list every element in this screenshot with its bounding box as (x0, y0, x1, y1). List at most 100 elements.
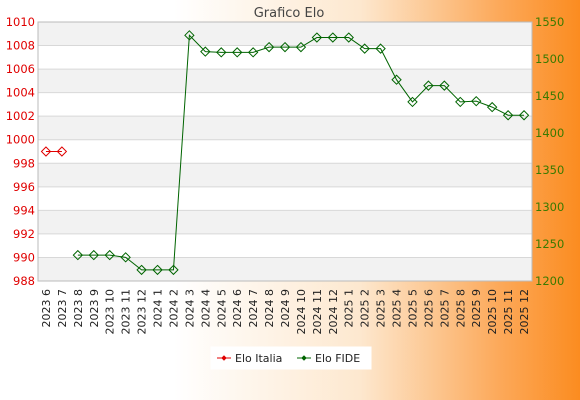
data-point-elo-fide (120, 252, 131, 263)
x-axis-tick-label: 2024 7 (247, 289, 260, 328)
data-point-elo-fide (216, 47, 227, 58)
left-axis-tick-label: 998 (13, 156, 35, 170)
x-axis-tick-label: 2025 7 (438, 289, 451, 328)
x-axis-tick-label: 2024 10 (295, 289, 308, 335)
grid-band (38, 163, 532, 187)
data-point-elo-fide (279, 41, 291, 53)
data-point-elo-fide (439, 80, 450, 91)
right-axis-tick-label: 1350 (535, 163, 564, 177)
data-point-elo-italia (40, 146, 52, 157)
data-point-elo-fide (471, 95, 482, 107)
data-point-elo-fide (88, 249, 99, 261)
data-point-elo-fide (423, 80, 434, 91)
x-axis-tick-label: 2023 11 (120, 289, 133, 335)
x-axis-tick-label: 2023 7 (56, 289, 69, 328)
data-point-elo-fide (168, 264, 179, 276)
x-axis-tick-label: 2025 10 (486, 289, 499, 335)
left-axis-tick-label: 988 (13, 274, 35, 288)
legend: Elo Italia Elo FIDE (210, 346, 372, 370)
x-axis-tick-label: 2024 4 (199, 289, 212, 328)
data-point-elo-fide (391, 74, 402, 85)
data-point-elo-fide (311, 32, 323, 43)
left-axis-tick-label: 1004 (6, 86, 35, 100)
data-point-elo-fide (343, 32, 354, 43)
x-axis-tick-label: 2024 11 (311, 289, 324, 335)
right-axis-tick-label: 1450 (535, 89, 564, 103)
legend-marker (301, 355, 307, 361)
data-point-elo-fide (407, 96, 418, 108)
x-axis-tick-label: 2025 2 (359, 289, 372, 328)
x-axis-tick-label: 2024 3 (183, 289, 196, 328)
legend-label: Elo FIDE (315, 352, 360, 365)
x-axis-tick-label: 2023 8 (72, 289, 85, 328)
x-axis-tick-label: 2025 5 (406, 289, 419, 328)
x-axis-tick-label: 2024 5 (215, 289, 228, 328)
data-point-elo-fide (455, 96, 466, 108)
x-axis-tick-label: 2024 1 (152, 289, 165, 328)
data-point-elo-italia (56, 146, 68, 157)
data-point-elo-fide (152, 264, 163, 276)
data-point-elo-fide (359, 43, 370, 54)
x-axis-tick-label: 2024 12 (327, 289, 340, 335)
plot-area: 988 990 992 994 996 998 1000 1002 1004 1006 1008 10… (6, 15, 565, 335)
x-axis-tick-label: 2024 6 (231, 289, 244, 328)
grid-band (38, 257, 532, 281)
series-line-elo-fide (77, 34, 525, 271)
x-axis-tick-label: 2023 6 (40, 289, 53, 328)
data-point-elo-fide (104, 249, 115, 261)
data-point-elo-fide (375, 43, 386, 54)
left-axis-tick-label: 1010 (6, 15, 35, 29)
data-point-elo-fide (247, 47, 259, 58)
plot-background (38, 22, 532, 281)
data-point-elo-fide (231, 47, 243, 58)
x-axis-tick-label: 2025 11 (502, 289, 515, 335)
legend-marker (221, 355, 227, 361)
grid-band (38, 22, 532, 46)
data-point-elo-fide (136, 264, 147, 276)
right-axis-tick-label: 1300 (535, 200, 564, 214)
left-axis-tick-label: 1006 (6, 62, 35, 76)
data-point-elo-fide (295, 41, 307, 53)
x-axis-tick-label: 2025 4 (391, 289, 404, 328)
legend-label: Elo Italia (235, 352, 282, 365)
grid-band (38, 69, 532, 93)
data-point-elo-fide (200, 46, 211, 57)
left-axis-tick-label: 1008 (6, 39, 35, 53)
right-axis-tick-label: 1500 (535, 52, 564, 66)
grid-band (38, 116, 532, 140)
data-point-elo-fide (184, 30, 195, 41)
x-axis-tick-label: 2023 9 (88, 289, 101, 328)
left-axis-tick-label: 1002 (6, 109, 35, 123)
right-axis-tick-label: 1200 (535, 274, 564, 288)
plot-border (37, 21, 533, 282)
left-axis-tick-label: 996 (13, 180, 35, 194)
legend-box (210, 346, 372, 370)
x-axis-tick-label: 2025 6 (422, 289, 435, 328)
right-axis-tick-label: 1550 (535, 15, 564, 29)
right-axis-tick-label: 1400 (535, 126, 564, 140)
x-axis-tick-label: 2024 2 (167, 289, 180, 328)
x-axis-tick-label: 2024 8 (263, 289, 276, 328)
data-point-elo-fide (72, 249, 84, 261)
left-axis-tick-label: 1000 (6, 133, 35, 147)
data-point-elo-fide (263, 41, 275, 53)
left-axis-tick-label: 990 (13, 250, 35, 264)
left-axis-tick-label: 992 (13, 227, 35, 241)
data-point-elo-fide (327, 32, 339, 43)
x-axis-tick-label: 2023 12 (136, 289, 149, 335)
x-axis-tick-label: 2023 10 (104, 289, 117, 335)
x-axis-tick-label: 2025 9 (470, 289, 483, 328)
x-axis-tick-label: 2024 9 (279, 289, 292, 328)
right-axis-tick-label: 1250 (535, 237, 564, 251)
x-axis-tick-label: 2025 1 (343, 289, 356, 328)
data-point-elo-fide (518, 110, 530, 121)
x-axis-tick-label: 2025 8 (454, 289, 467, 328)
left-axis-tick-label: 994 (13, 203, 35, 217)
data-point-elo-fide (486, 101, 498, 113)
chart-title: Grafico Elo (254, 6, 325, 21)
data-point-elo-fide (502, 110, 514, 121)
grid-band (38, 210, 532, 234)
x-axis-tick-label: 2025 3 (375, 289, 388, 328)
